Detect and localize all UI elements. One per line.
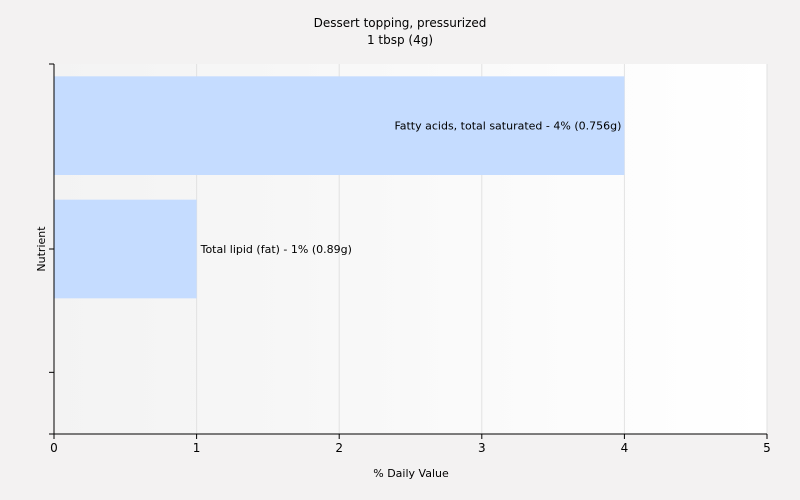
bar-data-label: Total lipid (fat) - 1% (0.89g) — [200, 243, 352, 256]
x-tick-label: 3 — [478, 441, 486, 455]
x-axis-label: % Daily Value — [373, 467, 449, 480]
x-tick-label: 0 — [50, 441, 58, 455]
bar — [54, 199, 197, 299]
y-axis-label: Nutrient — [35, 226, 48, 272]
bar-data-label: Fatty acids, total saturated - 4% (0.756… — [394, 120, 621, 133]
chart-subtitle: 1 tbsp (4g) — [367, 33, 433, 47]
x-tick-label: 2 — [335, 441, 343, 455]
chart-title: Dessert topping, pressurized — [314, 16, 487, 30]
x-tick-label: 4 — [621, 441, 629, 455]
x-tick-label: 5 — [763, 441, 771, 455]
bar — [54, 76, 625, 175]
tick-labels-group: 0 1 2 3 4 5 — [50, 441, 771, 455]
x-tick-label: 1 — [193, 441, 201, 455]
bars-group: Fatty acids, total saturated - 4% (0.756… — [54, 76, 625, 299]
axes-group — [49, 63, 768, 439]
